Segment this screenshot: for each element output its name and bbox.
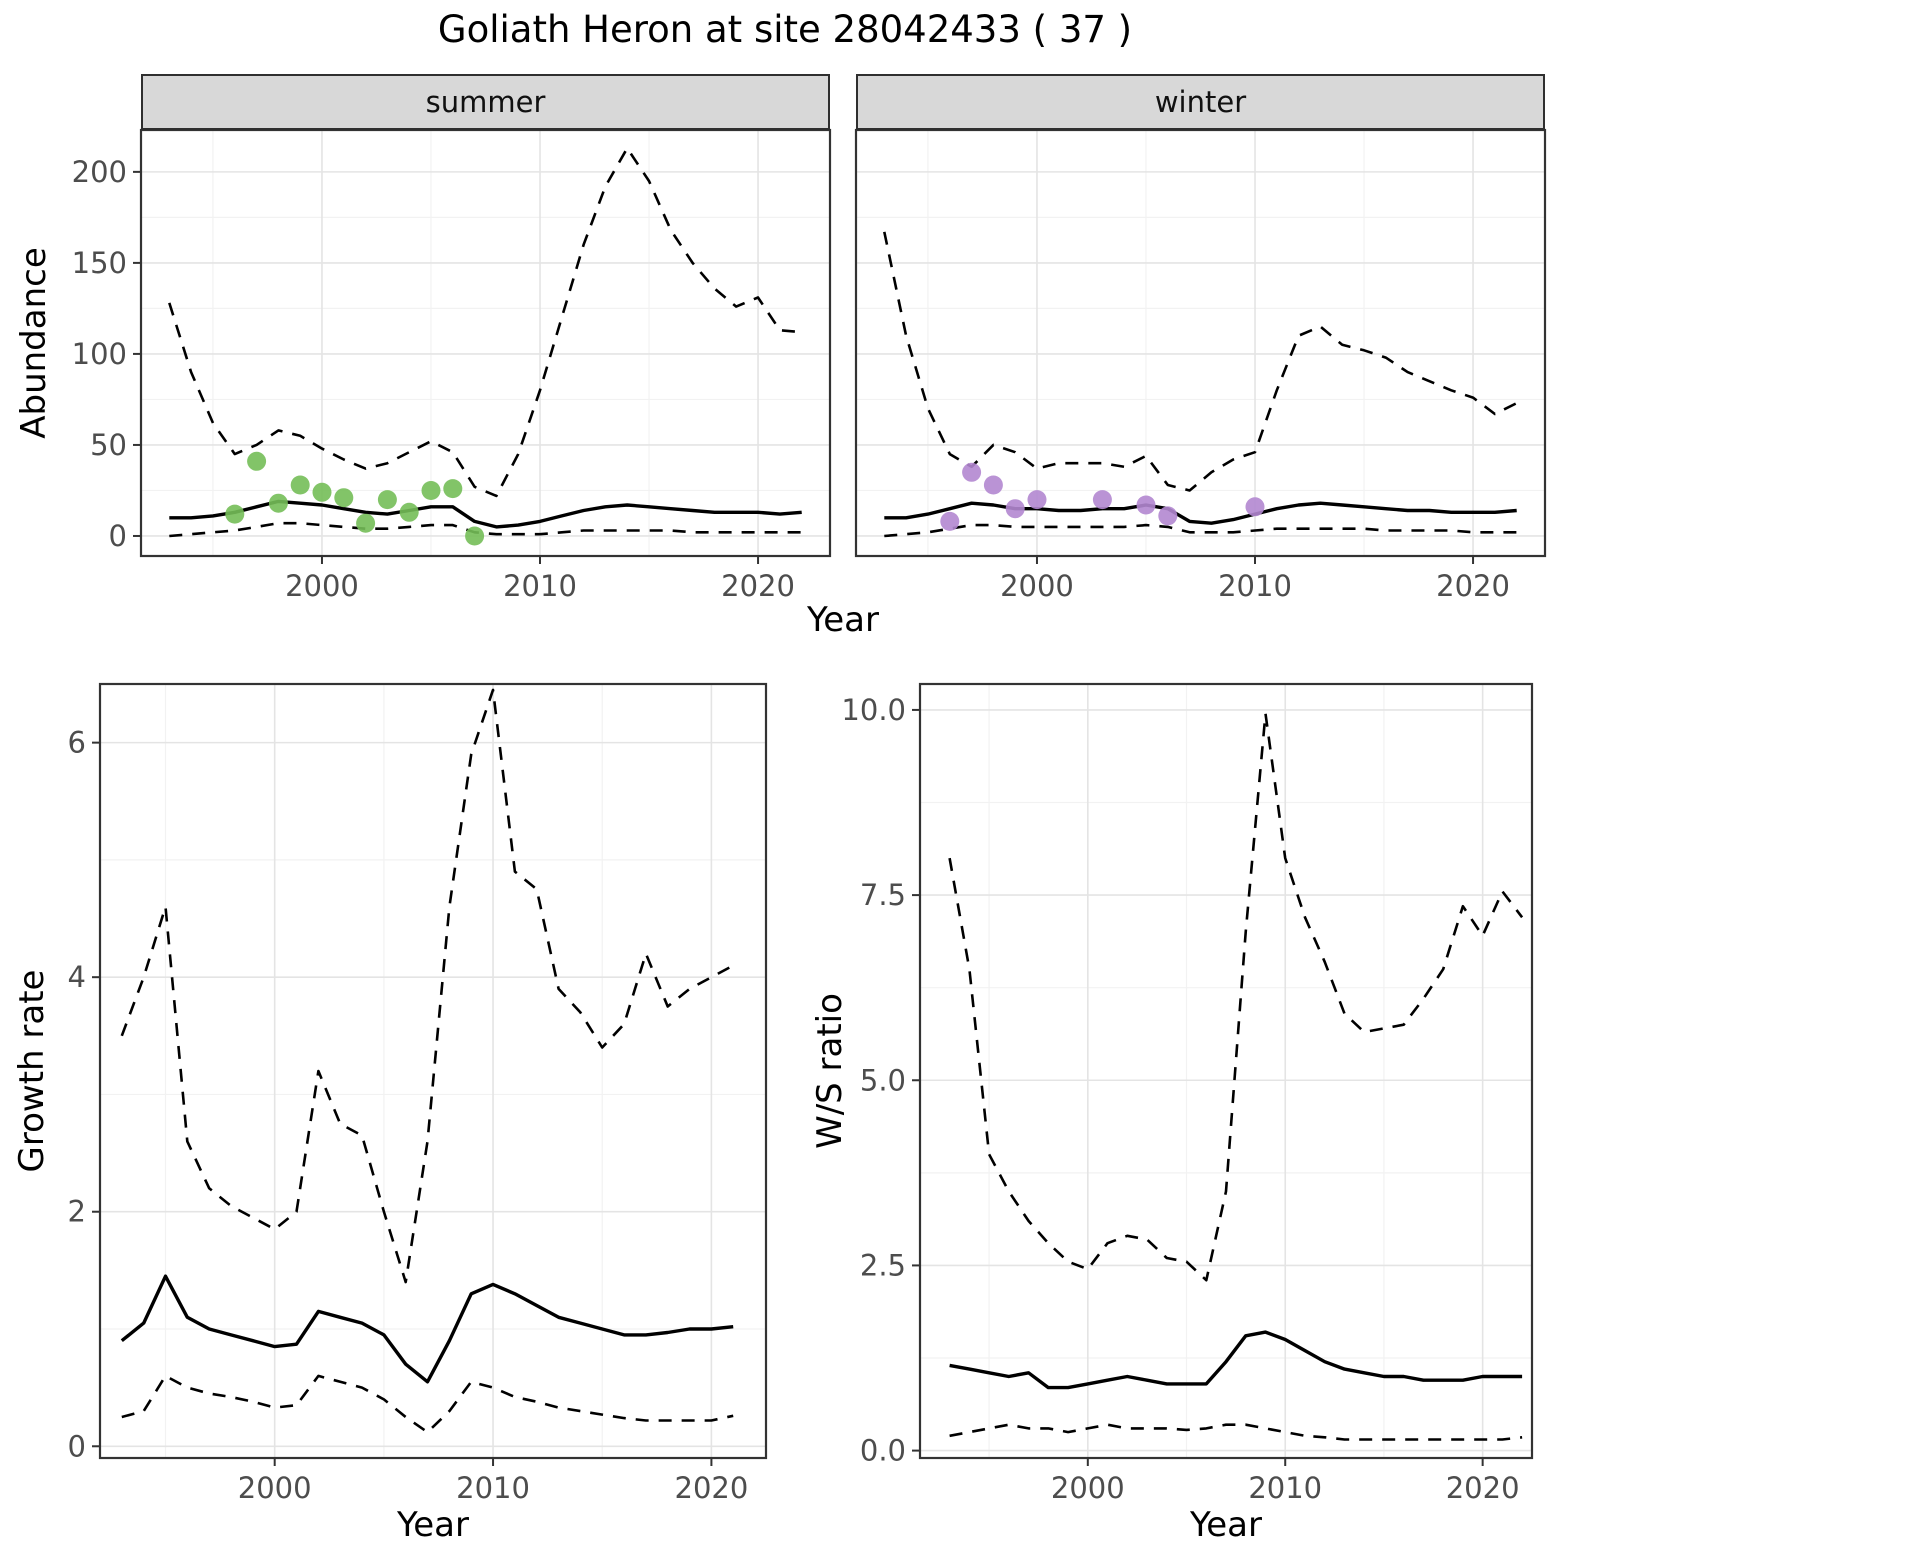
data-point [1027, 490, 1047, 510]
data-point [290, 475, 310, 495]
panel-border [854, 128, 1547, 558]
abundance-lower-ci-line [169, 521, 802, 538]
data-point [225, 504, 245, 524]
abundance-observed-counts [225, 451, 485, 546]
x-tick-label: 2000 [238, 1471, 312, 1505]
data-point [1136, 495, 1156, 515]
abundance-panel-winter: 2000 2010 2020 [854, 128, 1547, 603]
x-tick-label: 2010 [503, 569, 577, 603]
panel-border [98, 682, 768, 1460]
panel-border [139, 128, 832, 558]
x-tick-label: 2010 [1248, 1471, 1322, 1505]
data-point [1005, 499, 1025, 519]
y-tick-label: 0 [68, 1429, 86, 1463]
ws-ratio-panel: 2000 2010 2020 0.0 2.5 5.0 7.5 10.0 [841, 682, 1534, 1505]
facet-strip-summer: summer [141, 74, 830, 130]
panel-background [141, 130, 830, 556]
x-tick-label: 2020 [721, 569, 795, 603]
ws-ratio-estimate-line [949, 1330, 1523, 1390]
abundance-estimate-line [884, 501, 1517, 525]
ws-ratio-y-axis-title: W/S ratio [810, 993, 850, 1149]
data-point [377, 490, 397, 510]
growth-rate-x-axis-title: Year [397, 1505, 469, 1545]
data-point [334, 488, 354, 508]
y-tick-label: 5.0 [860, 1063, 906, 1097]
data-point [312, 482, 332, 502]
y-tick-label: 6 [68, 726, 86, 760]
y-tick-label: 4 [68, 960, 86, 994]
abundance-panel-summer: 2000 2010 2020 0 50 100 150 200 [72, 128, 832, 603]
y-tick-label: 7.5 [860, 878, 906, 912]
ws-ratio-x-axis-title: Year [1190, 1505, 1262, 1545]
ws-ratio-lower-ci-line [949, 1423, 1523, 1441]
x-tick-label: 2000 [285, 569, 359, 603]
x-tick-label: 2020 [1436, 569, 1510, 603]
facet-strip-winter-label: winter [1154, 85, 1247, 119]
data-point [1158, 506, 1178, 526]
growth-rate-y-axis-title: Growth rate [12, 969, 52, 1173]
facet-strip-winter: winter [856, 74, 1545, 130]
data-point [983, 475, 1003, 495]
figure-title: Goliath Heron at site 28042433 ( 37 ) [437, 8, 1133, 51]
data-point [399, 502, 419, 522]
x-tick-label: 2000 [1051, 1471, 1125, 1505]
y-tick-label: 200 [72, 155, 127, 189]
ws-ratio-upper-ci-line [948, 712, 1524, 1282]
growth-rate-upper-ci-line [120, 688, 734, 1284]
data-point [1245, 497, 1265, 517]
y-tick-label: 0 [109, 519, 127, 553]
y-tick-label: 150 [72, 246, 127, 280]
y-tick-label: 50 [90, 428, 127, 462]
x-tick-label: 2000 [1000, 569, 1074, 603]
x-tick-label: 2010 [456, 1471, 530, 1505]
y-tick-label: 10.0 [841, 693, 906, 727]
x-tick-label: 2010 [1218, 569, 1292, 603]
y-tick-label: 0.0 [860, 1434, 906, 1468]
abundance-y-axis-title: Abundance [14, 247, 54, 439]
data-point [940, 511, 960, 531]
y-tick-label: 2 [68, 1195, 86, 1229]
growth-rate-panel: 2000 2010 2020 0 2 4 6 [68, 682, 768, 1505]
x-tick-label: 2020 [675, 1471, 749, 1505]
y-tick-label: 100 [72, 337, 127, 371]
growth-rate-estimate-line [120, 1274, 734, 1384]
abundance-upper-ci-line [168, 146, 802, 498]
y-tick-label: 2.5 [860, 1248, 906, 1282]
panel-background [100, 684, 766, 1458]
facet-strip-summer-label: summer [425, 85, 546, 119]
data-point [268, 493, 288, 513]
abundance-upper-ci-line [883, 231, 1518, 492]
abundance-observed-counts [940, 462, 1265, 531]
x-tick-label: 2020 [1446, 1471, 1520, 1505]
panel-background [856, 130, 1545, 556]
panel-background [920, 684, 1532, 1458]
data-point [247, 451, 267, 471]
abundance-x-axis-title: Year [807, 600, 879, 640]
data-point [962, 462, 982, 482]
growth-rate-lower-ci-line [121, 1374, 734, 1434]
data-point [443, 479, 463, 499]
data-point [421, 481, 441, 500]
data-point [356, 513, 376, 533]
panel-border [918, 682, 1534, 1460]
data-point [1092, 490, 1112, 510]
data-point [465, 526, 485, 546]
